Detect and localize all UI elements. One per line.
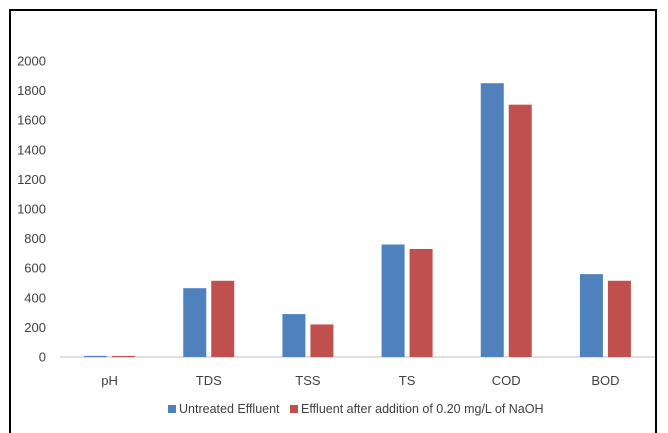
y-tick-label: 800 — [24, 231, 46, 246]
x-axis: pH TDS TSS TS COD BOD — [101, 373, 619, 388]
y-tick-label: 0 — [39, 350, 46, 365]
y-tick-label: 400 — [24, 290, 46, 305]
bar-tds-series-2 — [211, 280, 235, 357]
bar-ts-series-2 — [409, 248, 433, 357]
bar-ph-series-2 — [112, 355, 136, 357]
bar-bod-series-2 — [607, 280, 631, 357]
bar-tss-series-1 — [282, 314, 306, 357]
legend: Untreated Effluent Effluent after additi… — [168, 402, 544, 416]
x-tick-label: BOD — [591, 373, 619, 388]
y-tick-label: 2000 — [17, 54, 46, 69]
y-tick-label: 1600 — [17, 113, 46, 128]
bar-bod-series-1 — [579, 274, 603, 357]
bar-ph-series-1 — [84, 355, 108, 357]
bar-cod-series-2 — [508, 104, 532, 357]
x-tick-label: pH — [101, 373, 118, 388]
legend-label-series-2: Effluent after addition of 0.20 mg/L of … — [301, 402, 544, 416]
y-tick-label: 1800 — [17, 83, 46, 98]
chart-frame — [9, 9, 657, 433]
x-tick-label: COD — [492, 373, 521, 388]
bars — [84, 83, 631, 357]
legend-swatch-series-2 — [290, 405, 298, 413]
x-tick-label: TS — [399, 373, 416, 388]
y-tick-label: 200 — [24, 320, 46, 335]
bar-tds-series-1 — [183, 288, 207, 357]
x-tick-label: TDS — [196, 373, 222, 388]
legend-swatch-series-1 — [168, 405, 176, 413]
y-tick-label: 1400 — [17, 142, 46, 157]
x-tick-label: TSS — [295, 373, 321, 388]
bar-ts-series-1 — [381, 244, 405, 357]
bar-cod-series-1 — [480, 83, 504, 357]
bar-chart: 0 200 400 600 800 1000 1200 1400 1600 1800 2000 pH… — [17, 54, 655, 416]
y-tick-label: 1200 — [17, 172, 46, 187]
legend-label-series-1: Untreated Effluent — [179, 402, 280, 416]
y-tick-label: 1000 — [17, 202, 46, 217]
bar-tss-series-2 — [310, 324, 334, 357]
y-axis: 0 200 400 600 800 1000 1200 1400 1600 1800 2000 — [17, 54, 46, 365]
y-tick-label: 600 — [24, 261, 46, 276]
